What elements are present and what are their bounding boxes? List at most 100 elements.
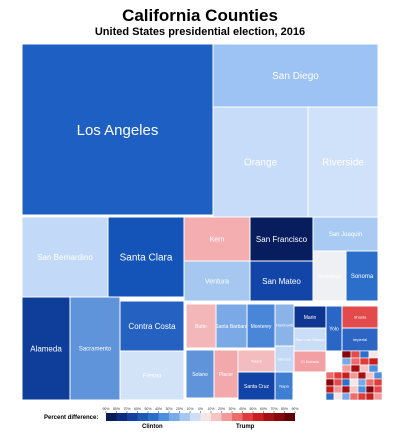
legend-swatch — [158, 413, 169, 421]
treemap-small-county-cell — [333, 392, 343, 401]
legend-swatch — [190, 413, 201, 421]
legend-tick-label: 70% — [270, 407, 277, 411]
treemap-small-county-cell — [350, 350, 361, 359]
treemap-cell-alameda — [21, 296, 71, 401]
treemap-cell-stanislaus — [312, 250, 347, 302]
legend-swatch — [263, 413, 274, 421]
legend-tick-label: 20% — [176, 407, 183, 411]
treemap-cell-orange — [212, 106, 309, 218]
treemap-cell-merced — [274, 345, 295, 373]
treemap-small-county-cell — [373, 392, 383, 401]
treemap-small-county-cell — [359, 357, 370, 366]
treemap-small-county-cell — [341, 378, 351, 387]
legend-tick-label: 10% — [186, 407, 193, 411]
treemap-cell-sonoma — [345, 250, 379, 302]
treemap-cell-napa — [274, 371, 294, 401]
treemap-small-county-cell — [365, 371, 375, 380]
treemap-small-county-cell — [333, 385, 343, 394]
legend-tick-label: 60% — [260, 407, 267, 411]
treemap-cell-yolo — [325, 305, 343, 352]
legend-swatch — [253, 413, 264, 421]
treemap-cell-solano — [185, 349, 215, 399]
treemap-small-county-cell — [341, 357, 352, 366]
legend-tick-label: 50% — [144, 407, 151, 411]
treemap-small-county-cell — [325, 392, 335, 401]
legend-tick-label: 80% — [281, 407, 288, 411]
legend-swatch — [106, 413, 117, 421]
legend-swatch — [211, 413, 222, 421]
legend-clinton-label: Clinton — [142, 424, 163, 430]
treemap-small-county-cell — [357, 371, 367, 380]
treemap-small-county-cell — [373, 378, 383, 387]
treemap-cell-imperial — [341, 327, 379, 352]
treemap-small-county-cell — [359, 364, 370, 373]
treemap-cell-marin — [293, 305, 327, 329]
treemap-cell-ventura — [183, 260, 251, 302]
legend-tick-label: 80% — [113, 407, 120, 411]
treemap-small-county-cell — [349, 392, 359, 401]
treemap-small-county-cell — [333, 371, 343, 380]
treemap-cell-san-francisco — [249, 216, 314, 262]
treemap-cell-santa-clara — [107, 216, 185, 298]
treemap-cell-sacramento — [69, 296, 121, 401]
legend-tick-label: 40% — [155, 407, 162, 411]
legend-swatch — [169, 413, 180, 421]
treemap-cell-san-mateo — [249, 260, 314, 302]
legend-tick-label: 10% — [207, 407, 214, 411]
treemap-small-county-cell — [349, 385, 359, 394]
treemap-cell-santa-cruz — [237, 371, 276, 401]
legend-tick-label: 0% — [198, 407, 203, 411]
treemap-small-county-cell — [350, 364, 361, 373]
legend-swatch — [179, 413, 190, 421]
legend-tick-label: 90% — [102, 407, 109, 411]
legend-swatch — [284, 413, 295, 421]
treemap-small-county-cell — [341, 350, 352, 359]
treemap-cell-shasta — [341, 305, 379, 329]
treemap-cell-san-joaquin — [312, 216, 379, 252]
treemap-small-county-cell — [357, 385, 367, 394]
treemap-cell-tulare — [237, 349, 276, 373]
treemap-small-county-cell — [333, 378, 343, 387]
treemap-cell-butte — [185, 303, 217, 349]
treemap-cell-fresno — [119, 350, 185, 401]
treemap-small-county-cell — [349, 378, 359, 387]
treemap-small-county-cell — [350, 357, 361, 366]
treemap-small-county-cell — [357, 378, 367, 387]
treemap-small-county-cell — [325, 371, 335, 380]
legend-tick-label: 70% — [123, 407, 130, 411]
treemap-cell-san-bernardino — [21, 216, 109, 298]
treemap-small-county-cell — [368, 364, 379, 373]
treemap-small-county-cell — [325, 378, 335, 387]
treemap-cell-el-dorado — [293, 350, 327, 373]
legend-swatch — [274, 413, 285, 421]
legend-tick-label: 90% — [291, 407, 298, 411]
treemap-cell-placer — [213, 349, 239, 399]
legend-swatch — [116, 413, 127, 421]
treemap-small-county-cell — [365, 378, 375, 387]
treemap-cell-santa-barbara — [215, 303, 248, 349]
treemap-small-county-cell — [368, 357, 379, 366]
treemap-small-county-cell — [373, 371, 383, 380]
treemap-small-county-cell — [365, 385, 375, 394]
treemap-cell-los-angeles — [21, 43, 214, 216]
treemap-cell-san-diego — [212, 43, 379, 108]
legend-swatch — [127, 413, 138, 421]
treemap-small-county-cell — [341, 364, 352, 373]
treemap-small-county-cell — [365, 392, 375, 401]
chart-subtitle: United States presidential election, 201… — [94, 26, 306, 38]
treemap-small-county-cell — [368, 350, 379, 359]
legend-tick-label: 50% — [249, 407, 256, 411]
legend-swatch — [232, 413, 243, 421]
legend-swatch — [242, 413, 253, 421]
treemap-small-county-cell — [325, 385, 335, 394]
legend-tick-label: 40% — [239, 407, 246, 411]
legend-trump-label: Trump — [236, 424, 255, 430]
treemap-cell-riverside — [307, 106, 379, 218]
treemap-cell-monterey — [246, 303, 276, 349]
legend-swatch — [221, 413, 232, 421]
chart-title: California Counties — [122, 6, 278, 25]
treemap-small-county-cell — [359, 350, 370, 359]
legend-tick-label: 20% — [218, 407, 225, 411]
treemap-small-county-cell — [357, 392, 367, 401]
